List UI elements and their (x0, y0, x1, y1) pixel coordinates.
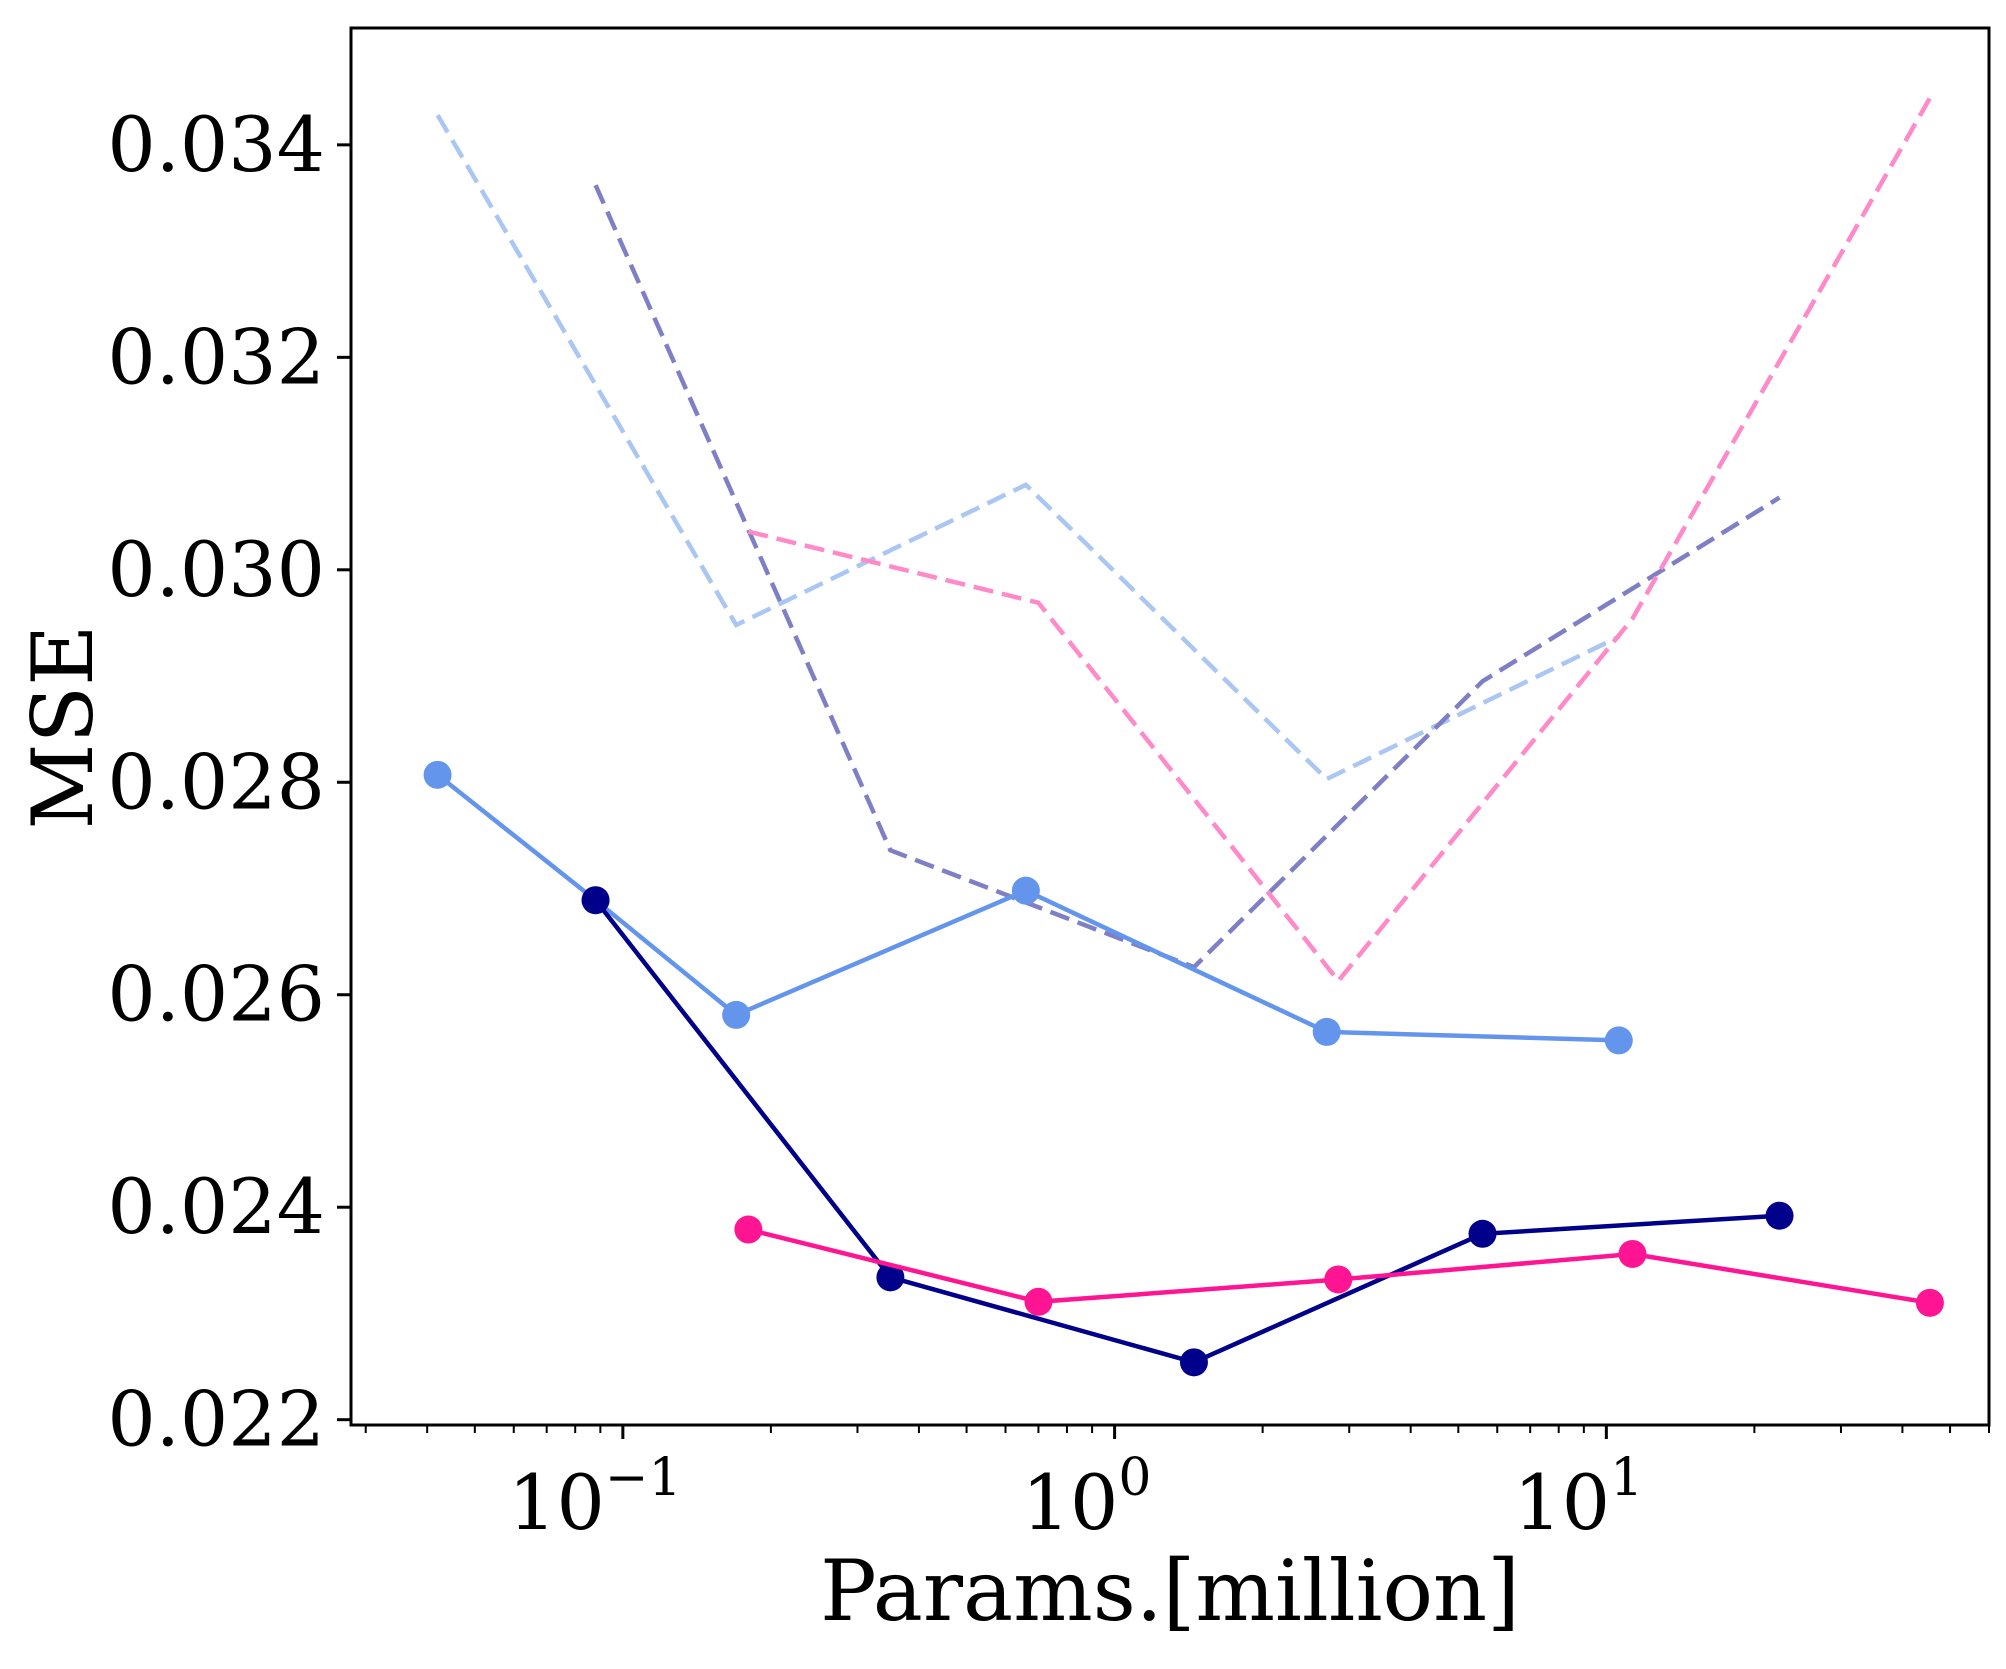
y-tick-label: 0.032 (107, 312, 325, 401)
y-tick-label: 0.022 (107, 1375, 325, 1464)
y-tick-label: 0.030 (107, 525, 325, 614)
data-point (1915, 1288, 1944, 1317)
data-point (1324, 1265, 1353, 1294)
y-tick-label: 0.034 (107, 100, 325, 189)
y-axis-title: MSE (14, 625, 112, 830)
data-point (1765, 1201, 1794, 1230)
data-point (581, 886, 610, 915)
x-tick-label: 100 (1022, 1448, 1152, 1547)
plot-frame (349, 26, 1991, 1427)
data-point (734, 1215, 763, 1244)
series-line (435, 113, 1620, 782)
y-tick-label: 0.028 (107, 737, 325, 826)
data-point (1011, 876, 1040, 905)
y-tick-label: 0.026 (107, 950, 325, 1039)
y-tick-label: 0.024 (107, 1162, 325, 1251)
x-tick-label: 101 (1513, 1448, 1643, 1547)
series-group (423, 96, 1944, 1377)
x-tick-label: 10−1 (508, 1448, 681, 1547)
data-point (1179, 1348, 1208, 1377)
data-point (876, 1263, 905, 1292)
series-3 (734, 1215, 1944, 1317)
data-point (722, 1000, 751, 1029)
data-point (423, 760, 452, 789)
data-point (1024, 1287, 1053, 1316)
data-point (1604, 1026, 1633, 1055)
series-2 (581, 886, 1794, 1377)
data-point (1312, 1017, 1341, 1046)
data-point (1468, 1219, 1497, 1248)
x-axis-title: Params.[million] (820, 1542, 1520, 1640)
axes: 0.022 0.024 0.026 0.028 0.030 0.032 0.034 10−1 1… (107, 100, 1990, 1547)
series-line (436, 773, 1619, 1043)
series-4 (435, 113, 1620, 782)
data-point (1618, 1239, 1647, 1268)
